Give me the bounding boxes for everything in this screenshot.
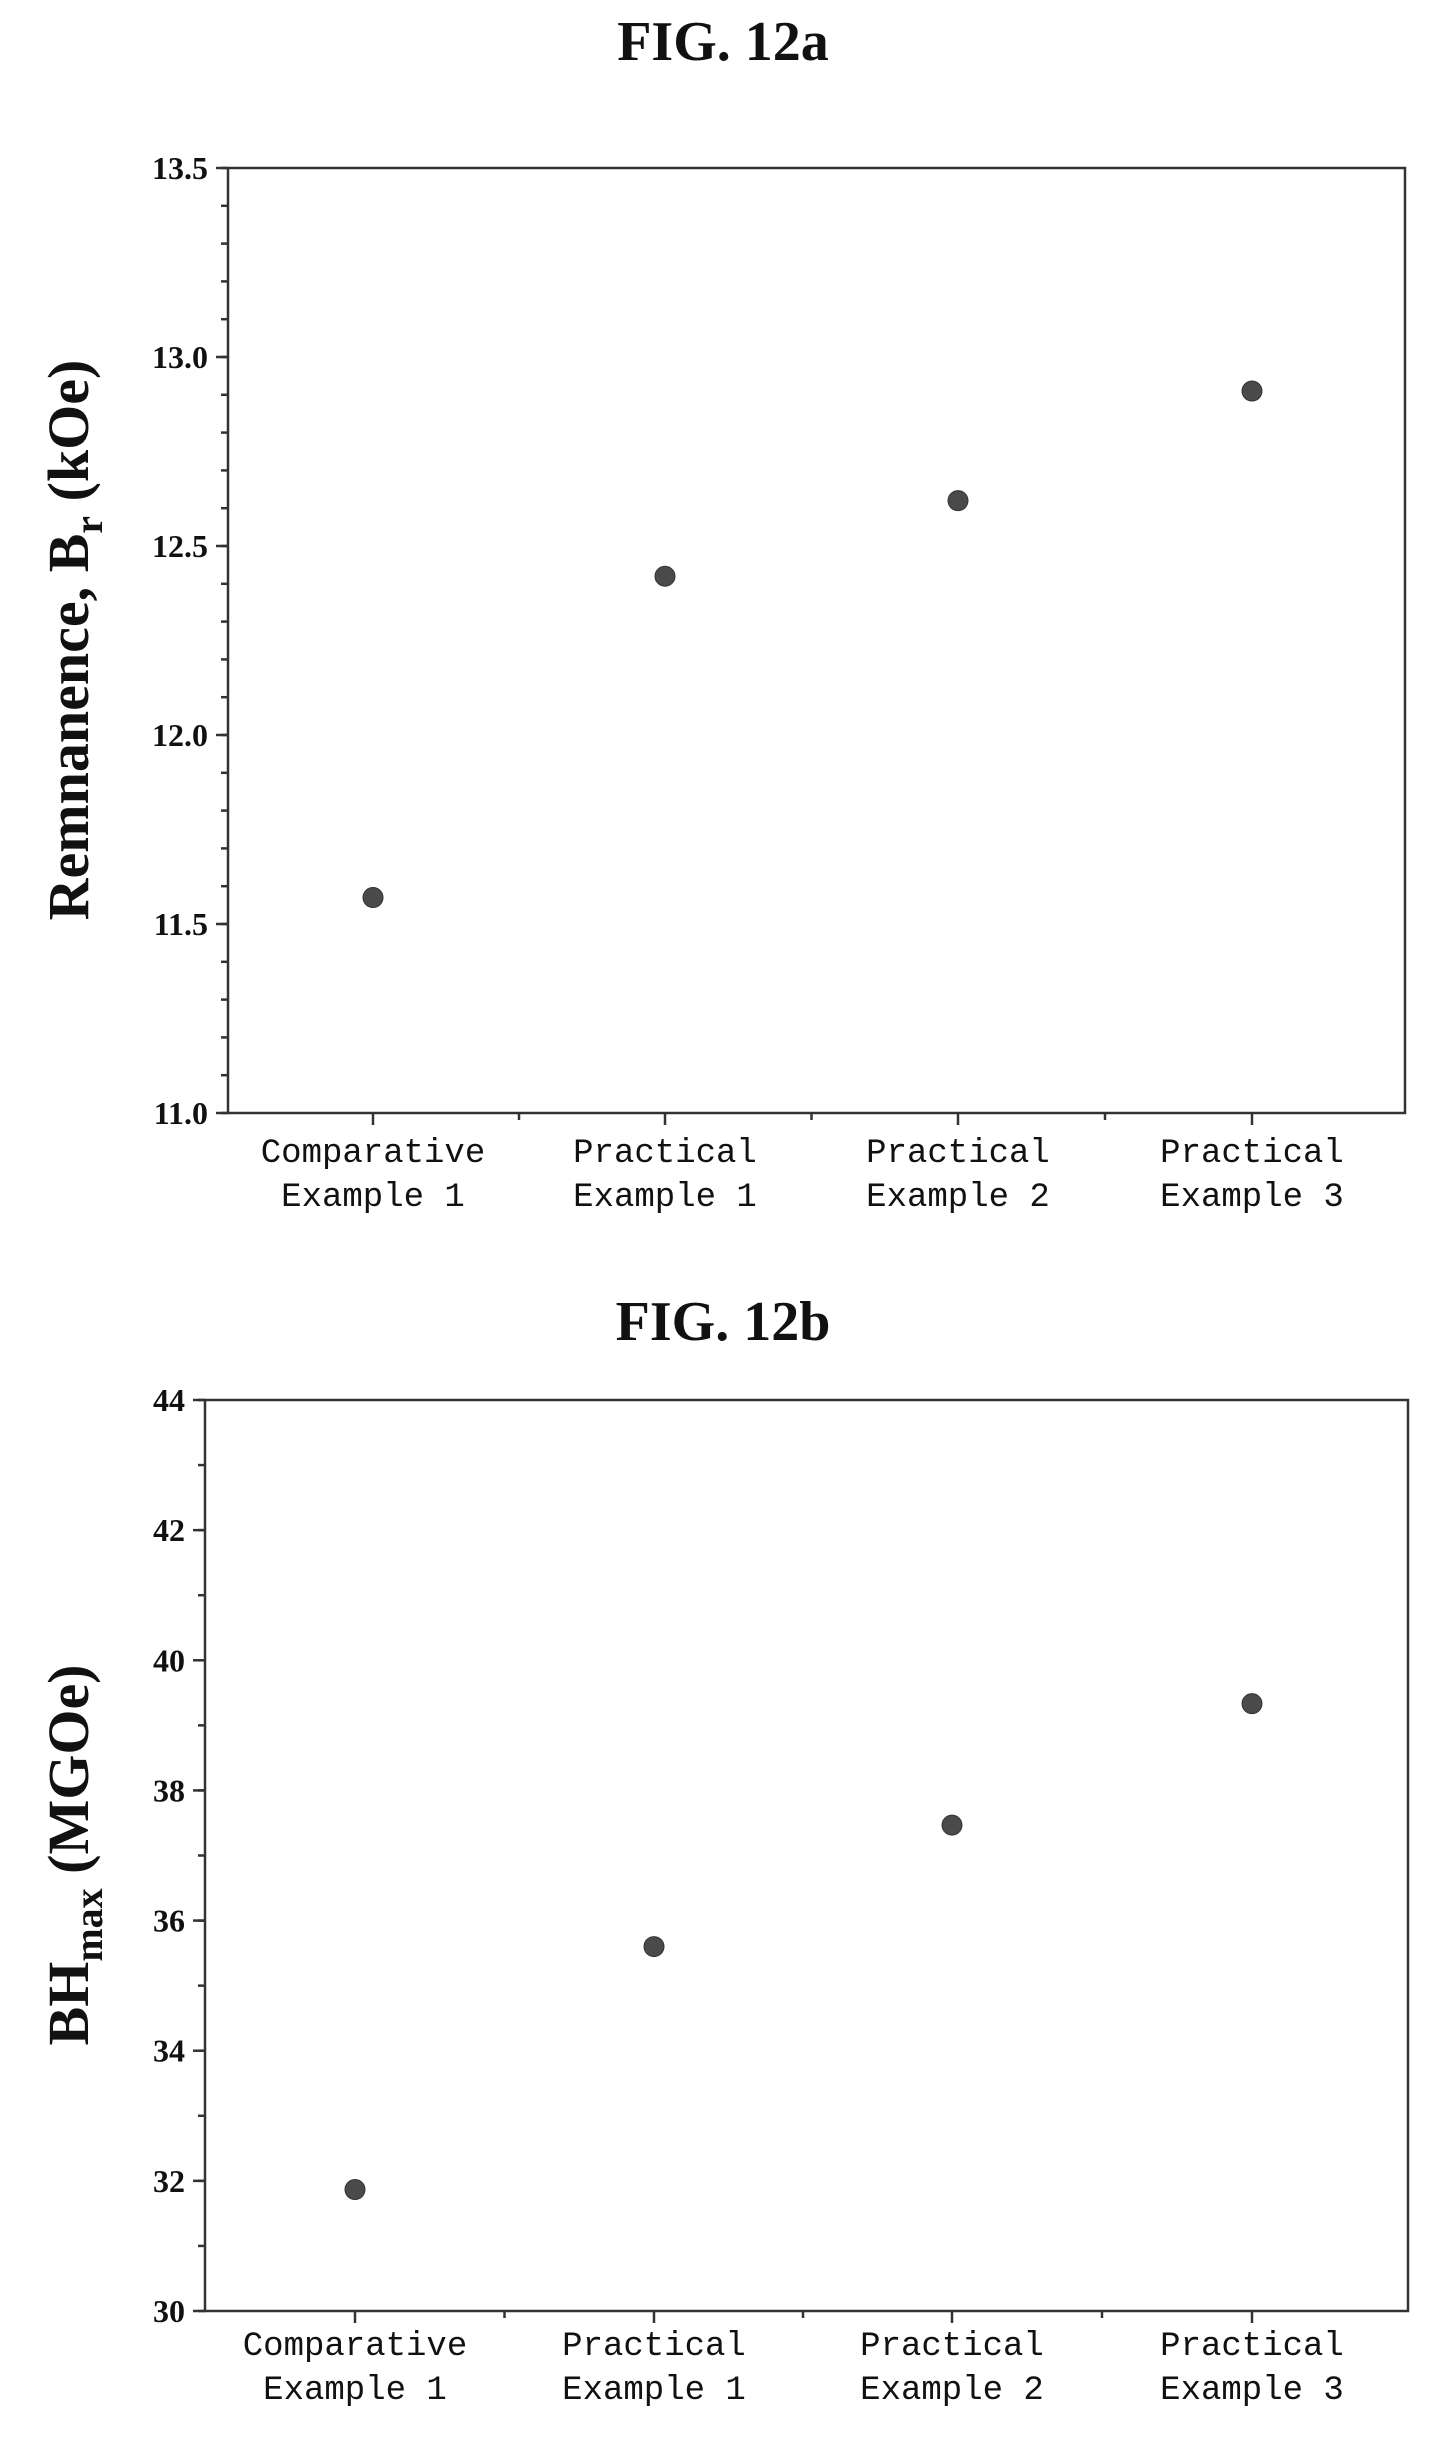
y-tick-label: 11.5: [154, 906, 208, 942]
y-tick-label: 12.5: [152, 528, 208, 564]
y-tick-label: 44: [153, 1382, 185, 1418]
data-point: [643, 1936, 665, 1958]
x-tick-label: Practical: [866, 1135, 1050, 1173]
y-tick-label: 11.0: [154, 1095, 208, 1131]
x-tick-label: Example 2: [866, 1179, 1050, 1217]
y-tick-label: 34: [153, 2033, 185, 2069]
y-axis-label-subscript: max: [66, 1888, 111, 1961]
y-axis-label-main: BH: [36, 1962, 101, 2046]
y-tick-label: 42: [153, 1512, 185, 1548]
y-tick-label: 32: [153, 2163, 185, 2199]
chart-fig-12a: FIG. 12a 11.0 11.5 12.0 12.5 13.0 13.5 Comparat…: [36, 11, 1407, 1217]
y-tick-label: 38: [153, 1772, 185, 1808]
y-tick-label: 36: [153, 1903, 185, 1939]
plot-frame: [226, 166, 1407, 1115]
data-point: [654, 565, 676, 587]
data-point: [1241, 380, 1263, 402]
x-tick-label: Practical: [562, 2328, 746, 2366]
y-axis-label-unit: (kOe): [36, 360, 101, 516]
x-tick-label: Example 1: [573, 1179, 757, 1217]
x-tick-label: Comparative: [261, 1135, 485, 1173]
y-axis-label-subscript: r: [66, 516, 111, 534]
data-point: [1241, 1693, 1263, 1715]
data-point: [362, 887, 384, 909]
x-tick-label: Comparative: [243, 2328, 467, 2366]
x-tick-label: Example 1: [562, 2372, 746, 2410]
y-tick-label: 12.0: [152, 717, 208, 753]
y-axis-label-main: Remnanence, B: [36, 534, 101, 921]
chart-title: FIG. 12a: [617, 11, 829, 73]
y-tick-label: 13.5: [152, 150, 208, 186]
chart-fig-12b: FIG. 12b 30 32 34 36 38 40 42 44 Comparative Examp…: [36, 1291, 1410, 2410]
x-tick-label: Example 3: [1160, 2372, 1344, 2410]
y-axis-label-unit: (MGOe): [36, 1665, 101, 1889]
y-axis-label: Remnanence, Br (kOe): [36, 360, 111, 921]
x-tick-label: Example 3: [1160, 1179, 1344, 1217]
x-tick-label: Example 1: [281, 1179, 465, 1217]
x-tick-label: Example 2: [860, 2372, 1044, 2410]
data-point: [941, 1814, 963, 1836]
y-tick-label: 40: [153, 1642, 185, 1678]
y-tick-label: 13.0: [152, 339, 208, 375]
x-tick-label: Practical: [573, 1135, 757, 1173]
chart-title: FIG. 12b: [616, 1291, 831, 1353]
x-tick-label: Practical: [860, 2328, 1044, 2366]
x-tick-label: Practical: [1160, 1135, 1344, 1173]
y-tick-label: 30: [153, 2293, 185, 2329]
x-tick-label: Practical: [1160, 2328, 1344, 2366]
data-point: [947, 490, 969, 512]
x-tick-label: Example 1: [263, 2372, 447, 2410]
y-axis-label: BHmax (MGOe): [36, 1665, 111, 2046]
data-point: [344, 2179, 366, 2201]
plot-frame: [203, 1398, 1410, 2313]
